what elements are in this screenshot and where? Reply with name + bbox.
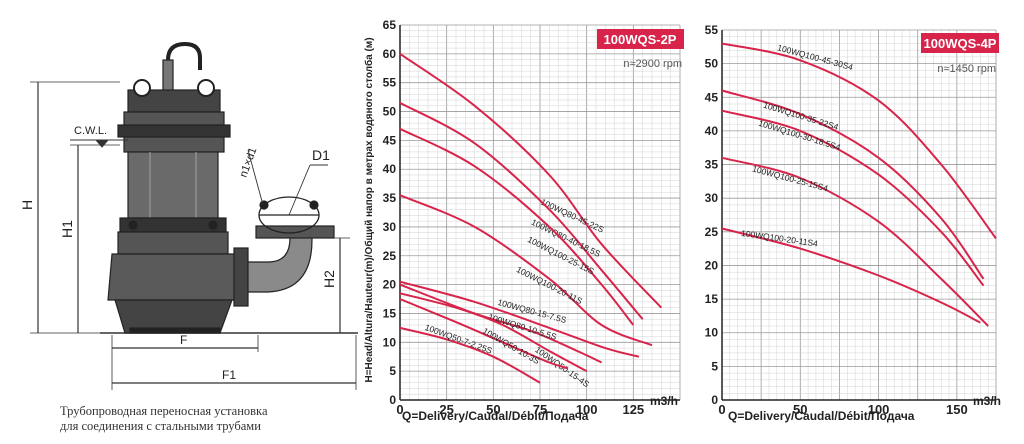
x-tick-label: 50 bbox=[486, 402, 500, 417]
y-tick-label: 25 bbox=[705, 225, 719, 239]
y-tick-label: 15 bbox=[383, 306, 397, 320]
x-tick-label: 50 bbox=[793, 402, 807, 417]
chart-100wqs-4p: 100WQ100-45-30S4100WQ100-35-22S4100WQ100… bbox=[705, 23, 1001, 423]
chart-grid bbox=[721, 29, 997, 401]
chart-grid bbox=[399, 24, 681, 401]
chart-100wqs-2p: 100WQ80-45-22S100WQ80-40-18.5S100WQ100-2… bbox=[363, 18, 684, 423]
y-tick-label: 10 bbox=[383, 335, 397, 349]
y-tick-label: 30 bbox=[705, 191, 719, 205]
drawing-caption: Трубопроводная переносная установка для … bbox=[60, 404, 360, 434]
f1-dimension-label: F1 bbox=[222, 368, 236, 382]
y-tick-label: 45 bbox=[705, 90, 719, 104]
h1-dimension-label: H1 bbox=[59, 220, 75, 238]
series-line bbox=[399, 326, 541, 384]
series-line bbox=[399, 283, 603, 364]
chart-curves: 100WQ100-45-30S4100WQ100-35-22S4100WQ100… bbox=[721, 42, 997, 327]
bolt-spec-label: n1×d1 bbox=[238, 146, 260, 179]
series-label: 100WQ50-7-2.25S bbox=[424, 322, 494, 356]
y-tick-label: 20 bbox=[383, 278, 397, 292]
y-tick-label: 45 bbox=[383, 133, 397, 147]
x-tick-label: 150 bbox=[946, 402, 968, 417]
y-tick-label: 65 bbox=[383, 18, 397, 32]
series-line bbox=[721, 89, 985, 280]
y-tick-label: 55 bbox=[705, 23, 719, 37]
x-tick-label: 100 bbox=[868, 402, 890, 417]
x-tick-label: 25 bbox=[439, 402, 453, 417]
chart-badge-bg bbox=[597, 29, 684, 49]
chart-ticks: 0 50 100 150 0 5 10 15 20 25 30 35 40 45 50 55 bbox=[705, 23, 968, 417]
chart-x-axis-label: Q=Delivery/Caudal/Débit/Подача bbox=[728, 409, 915, 423]
series-line bbox=[721, 42, 997, 240]
series-label: 100WQ100-20-11S4 bbox=[741, 228, 819, 249]
d1-label: D1 bbox=[312, 147, 330, 163]
y-tick-label: 40 bbox=[705, 124, 719, 138]
y-tick-label: 35 bbox=[383, 191, 397, 205]
y-tick-label: 0 bbox=[389, 393, 396, 407]
series-line bbox=[399, 102, 644, 320]
y-tick-label: 50 bbox=[705, 57, 719, 71]
series-line bbox=[399, 127, 635, 326]
series-label: 100WQ100-25-15S4 bbox=[751, 164, 829, 194]
chart-x-axis-label: Q=Delivery/Caudal/Débit/Подача bbox=[402, 409, 589, 423]
caption-line: для соединения с стальными трубами bbox=[60, 419, 261, 433]
series-line bbox=[721, 227, 981, 324]
y-tick-label: 0 bbox=[711, 393, 718, 407]
y-tick-label: 55 bbox=[383, 76, 397, 90]
f-dimension-label: F bbox=[180, 333, 187, 347]
chart-x-unit: m3/h bbox=[973, 394, 1001, 408]
pump-installation-drawing: C.W.L. H H1 H2 F F1 D1 n1×d1 bbox=[19, 41, 358, 390]
y-tick-label: 50 bbox=[383, 105, 397, 119]
cwl-label: C.W.L. bbox=[74, 125, 107, 137]
y-tick-label: 35 bbox=[705, 158, 719, 172]
y-tick-label: 40 bbox=[383, 162, 397, 176]
chart-speed: n≈2900 rpm bbox=[623, 58, 682, 70]
x-tick-label: 0 bbox=[396, 402, 403, 417]
chart-badge-bg bbox=[921, 33, 999, 53]
series-line bbox=[721, 156, 989, 327]
x-tick-label: 100 bbox=[576, 402, 598, 417]
y-tick-label: 5 bbox=[389, 364, 396, 378]
chart-y-axis-label: H=Head/Altura/Hauteur(m)/Общий напор в м… bbox=[363, 37, 375, 382]
chart-badge: 100WQS-2P bbox=[604, 32, 677, 47]
series-line bbox=[399, 280, 640, 358]
y-tick-label: 5 bbox=[711, 359, 718, 373]
x-tick-label: 0 bbox=[718, 402, 725, 417]
chart-speed: n≈1450 rpm bbox=[937, 63, 996, 75]
y-tick-label: 15 bbox=[705, 292, 719, 306]
caption-line: Трубопроводная переносная установка bbox=[60, 404, 268, 418]
chart-x-unit: m3/h bbox=[650, 394, 678, 408]
x-tick-label: 125 bbox=[622, 402, 644, 417]
chart-ticks: 0 25 50 75 100 125 0 5 10 15 20 25 30 35 40 45 50 55 60 65 bbox=[383, 18, 645, 417]
h2-dimension-label: H2 bbox=[321, 270, 337, 288]
y-tick-label: 30 bbox=[383, 220, 397, 234]
x-tick-label: 75 bbox=[533, 402, 547, 417]
y-tick-label: 10 bbox=[705, 326, 719, 340]
series-line bbox=[399, 194, 653, 347]
y-tick-label: 60 bbox=[383, 47, 397, 61]
series-line bbox=[399, 298, 569, 370]
h-dimension-label: H bbox=[19, 200, 35, 210]
series-line bbox=[399, 292, 588, 373]
series-label: 100WQ100-20-11S bbox=[515, 264, 585, 306]
y-tick-label: 25 bbox=[383, 249, 397, 263]
series-line bbox=[721, 109, 985, 287]
chart-badge: 100WQS-4P bbox=[924, 36, 997, 51]
y-tick-label: 20 bbox=[705, 258, 719, 272]
series-line bbox=[399, 52, 663, 309]
